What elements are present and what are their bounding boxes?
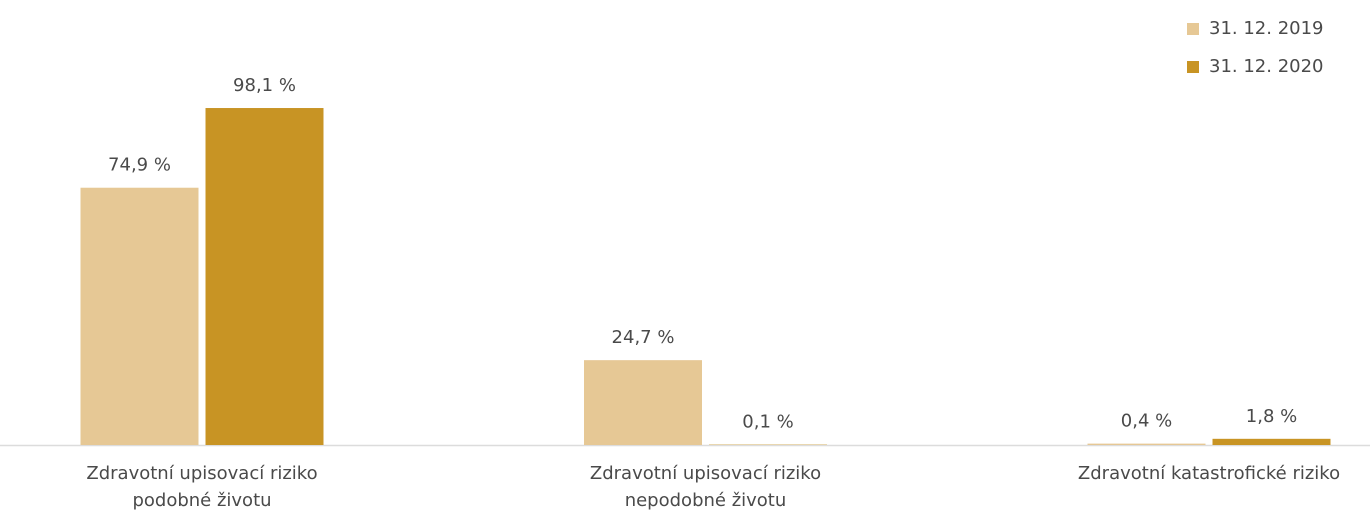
legend-label: 31. 12. 2019 [1209,18,1324,39]
x-tick-label: nepodobné životu [625,490,787,511]
bar [584,360,702,445]
legend-swatch [1187,23,1199,35]
legend-label: 31. 12. 2020 [1209,56,1324,77]
x-tick-label: Zdravotní upisovací riziko [590,463,821,484]
value-label: 1,8 % [1246,406,1297,427]
value-label: 98,1 % [233,75,296,96]
value-label: 24,7 % [612,327,675,348]
bar [1087,443,1206,445]
value-label: 74,9 % [108,155,171,176]
bar [205,108,324,446]
value-label: 0,4 % [1121,411,1172,432]
x-tick-label: Zdravotní katastrofické riziko [1078,463,1340,484]
legend-swatch [1187,61,1199,73]
value-label: 0,1 % [742,412,793,433]
bar [80,187,199,445]
x-tick-label: podobné životu [132,490,271,511]
bar [1212,438,1331,445]
x-tick-label: Zdravotní upisovací riziko [86,463,317,484]
